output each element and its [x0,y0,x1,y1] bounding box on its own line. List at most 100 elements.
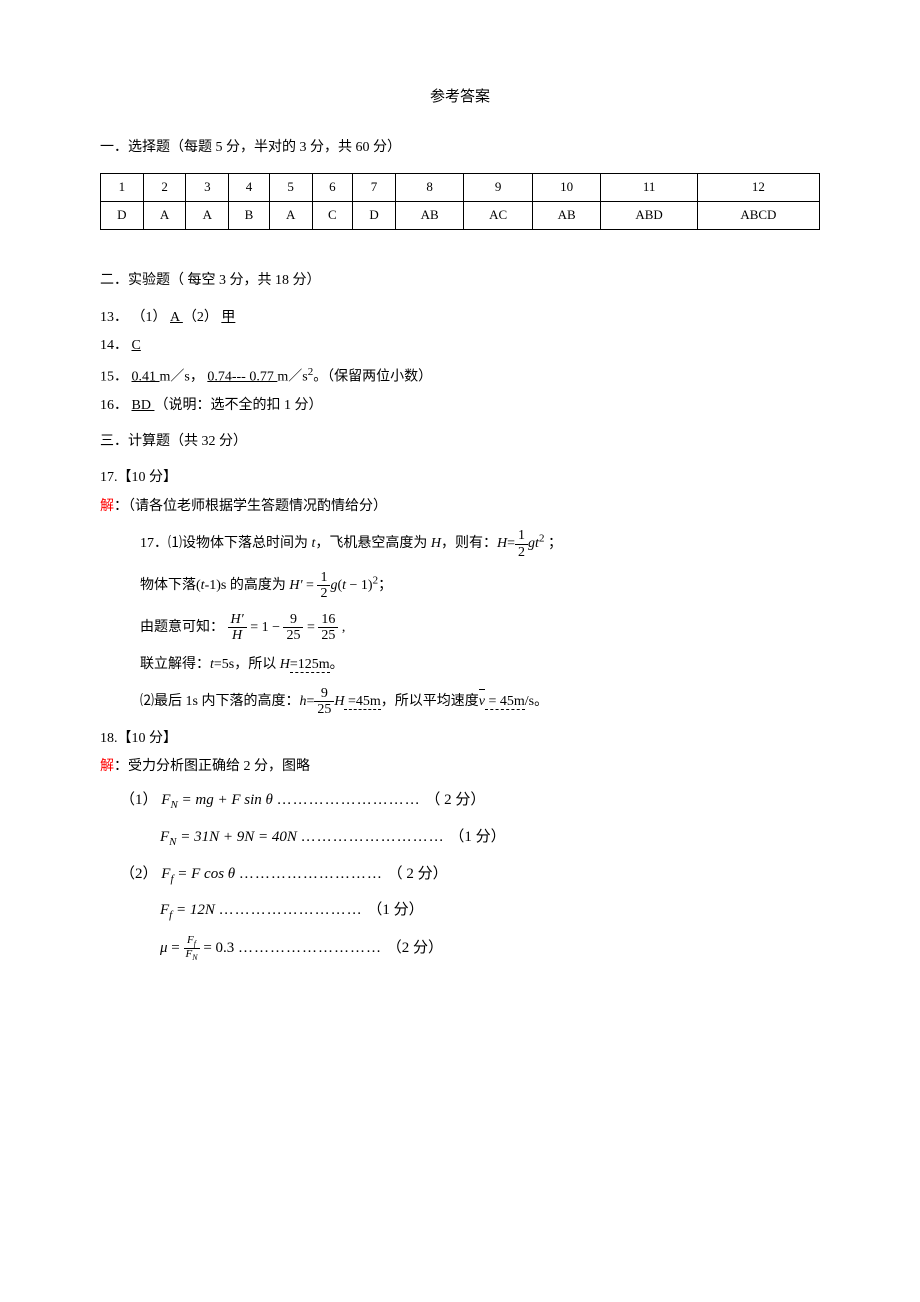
table-cell: D [353,202,396,230]
var-t: t [342,578,346,593]
q17-body: 17．⑴设物体下落总时间为 t，飞机悬空高度为 H，则有：H=12gt2 ； 物… [140,528,820,718]
q15-line: 15． 0.41 m／s， 0.74--- 0.77 m／s2。（保留两位小数） [100,364,820,389]
q13-part1-answer: A [170,310,183,325]
text: ，则有： [441,536,497,551]
q15-answer1: 0.41 [132,369,160,384]
table-row: D A A B A C D AB AC AB ABD ABCD [101,202,820,230]
page-title: 参考答案 [100,85,820,109]
var-g: gt [528,536,539,551]
q17-solution-note: ：（请各位老师根据学生答题情况酌情给分） [114,499,387,514]
eq-lhs: F [160,829,169,845]
table-cell: 11 [601,174,697,202]
text: =45m [344,694,380,710]
text: ⑵最后 1s 内下落的高度： [140,694,299,709]
dots: ……………………… [301,829,450,845]
q17-line1: 17．⑴设物体下落总时间为 t，飞机悬空高度为 H，则有：H=12gt2 ； [140,528,820,560]
q18-solution-text: ：受力分析图正确给 2 分，图略 [114,759,310,774]
var-H: H [431,536,441,551]
dots: ……………………… [238,940,387,956]
fraction: 1625 [318,612,338,644]
q14-label: 14． [100,338,128,353]
text: 。 [330,657,344,672]
section3-heading: 三．计算题（共 32 分） [100,431,820,453]
q16-note: （说明：选不全的扣 1 分） [154,398,322,413]
dots: ……………………… [239,866,388,882]
table-cell: B [229,202,270,230]
var-h: h [299,694,306,709]
text: = 45m [485,694,525,710]
eq-rhs: = 31N + 9N = 40N [177,829,297,845]
part1-label: （1） [120,792,158,808]
text: -1)s 的高度为 [205,578,290,593]
table-cell: 3 [186,174,229,202]
text: ，所以平均速度 [381,694,479,709]
text: ，飞机悬空高度为 [315,536,431,551]
text: 联立解得： [140,657,210,672]
dots: ……………………… [219,902,368,918]
q18-eq2: FN = 31N + 9N = 40N ……………………… （1 分） [160,825,820,852]
q18-eq5: μ = FfFN = 0.3 ……………………… （2 分） [160,935,820,962]
q15-suffix: 。（保留两位小数） [313,369,432,384]
eq-sub: N [169,836,176,848]
q17-label: 17.【10 分】 [100,467,820,489]
fraction: 925 [314,686,334,718]
q13-part1-label: （1） [132,310,167,325]
solution-label: 解 [100,499,114,514]
table-cell: C [312,202,353,230]
fraction: FfFN [184,935,200,962]
pts: （1 分） [367,902,423,918]
q17-line2: 物体下落(t-1)s 的高度为 H′ = 12g(t − 1)2； [140,570,820,602]
table-cell: 2 [143,174,186,202]
table-cell: 5 [269,174,312,202]
table-cell: AB [532,202,601,230]
q16-label: 16． [100,398,128,413]
q13-part2-answer: 甲 [221,310,235,325]
pts: （ 2 分） [388,866,448,882]
var-g: g [330,578,337,593]
solution-label: 解 [100,759,114,774]
text: 物体下落( [140,578,201,593]
q17-line5: ⑵最后 1s 内下落的高度：h=925H =45m，所以平均速度v = 45m/… [140,686,820,718]
sup: 2 [373,574,379,586]
q16-answer: BD [132,398,155,413]
q18-solution-line: 解：受力分析图正确给 2 分，图略 [100,756,820,778]
section1-heading: 一．选择题（每题 5 分，半对的 3 分，共 60 分） [100,137,820,159]
q17-solution-line: 解：（请各位老师根据学生答题情况酌情给分） [100,496,820,518]
var-H: H [334,694,344,709]
q18-eq4: Ff = 12N ……………………… （1 分） [160,898,820,925]
pts: （1 分） [449,829,505,845]
q15-answer2: 0.74--- 0.77 [207,369,277,384]
pts: （2 分） [387,940,443,956]
q13-part2-label: （2） [183,310,218,325]
q17-line4: 联立解得：t=5s，所以 H=125m。 [140,654,820,676]
table-cell: 7 [353,174,396,202]
table-cell: 12 [697,174,819,202]
table-cell: 6 [312,174,353,202]
table-cell: D [101,202,144,230]
var-H: H [280,657,290,672]
q18-eq1: （1） FN = mg + F sin θ ……………………… （ 2 分） [120,788,820,815]
var-H: H [497,536,507,551]
table-cell: A [143,202,186,230]
var-H: H′ [289,578,302,593]
fraction: 925 [283,612,303,644]
eq-rhs: = 0.3 [200,940,235,956]
table-cell: 4 [229,174,270,202]
eq-lhs: F [160,902,169,918]
text: 由题意可知： [140,620,224,635]
q15-label: 15． [100,369,128,384]
eq-rhs: = 12N [172,902,215,918]
q14-line: 14． C [100,335,820,357]
q18-eq3: （2） Ff = F cos θ ……………………… （ 2 分） [120,862,820,889]
table-cell: AC [464,202,533,230]
table-cell: 9 [464,174,533,202]
table-row: 1 2 3 4 5 6 7 8 9 10 11 12 [101,174,820,202]
part2-label: （2） [120,866,158,882]
q13-line: 13． （1） A （2） 甲 [100,307,820,329]
table-cell: ABD [601,202,697,230]
q15-unit2: m／s [277,369,307,384]
q17-line3: 由题意可知： H′H = 1 − 925 = 1625 , [140,612,820,644]
answer-table: 1 2 3 4 5 6 7 8 9 10 11 12 D A A B A C D… [100,173,820,230]
fraction: 12 [317,570,330,602]
q14-answer: C [132,338,141,353]
